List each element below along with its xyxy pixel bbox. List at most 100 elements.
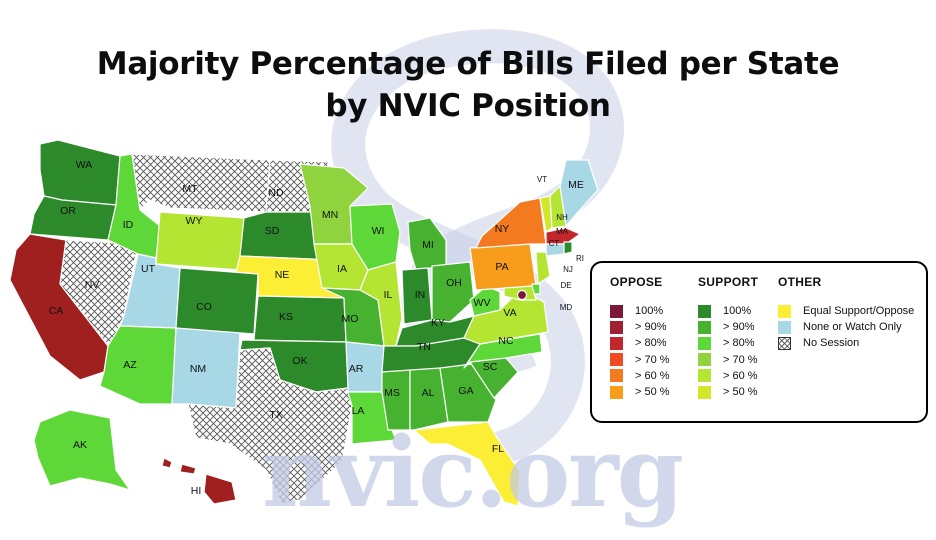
legend-item-oppose-4: > 60 % [610, 368, 670, 384]
state-label-ca: CA [49, 305, 64, 317]
state-label-sd: SD [265, 225, 280, 237]
legend-item-other-0: Equal Support/Oppose [778, 303, 914, 319]
state-label-ny: NY [495, 223, 510, 235]
legend-item-support-3: > 70 % [698, 352, 758, 368]
legend-label: > 60 % [635, 369, 670, 382]
legend-swatch [610, 336, 623, 350]
state-label-nh: NH [556, 213, 568, 222]
legend-item-support-1: > 90% [698, 319, 755, 335]
state-label-nc: NC [498, 335, 514, 347]
dc-marker [516, 289, 528, 301]
state-mt [131, 153, 271, 213]
legend-swatch [610, 320, 623, 334]
state-wa [39, 139, 121, 206]
state-label-wv: WV [474, 297, 491, 309]
legend-label: > 60 % [723, 369, 758, 382]
legend-label: > 50 % [635, 386, 670, 398]
state-label-la: LA [352, 405, 365, 417]
state-label-or: OR [60, 205, 76, 217]
map-title-line-1: Majority Percentage of Bills Filed per S… [96, 46, 840, 82]
legend-label: > 50 % [723, 386, 758, 398]
state-label-co: CO [196, 301, 212, 313]
state-label-il: IL [384, 289, 393, 301]
state-tx [187, 347, 353, 505]
legend-swatch [698, 304, 711, 318]
legend-swatch [778, 336, 791, 350]
legend-item-other-1: None or Watch Only [778, 319, 902, 335]
state-oh [431, 261, 475, 323]
legend-item-support-0: 100% [698, 303, 751, 319]
legend-swatch [698, 320, 711, 334]
legend-item-support-4: > 60 % [698, 368, 758, 384]
state-label-ma: MA [556, 227, 569, 236]
state-label-wi: WI [372, 225, 385, 237]
legend-label: > 90% [723, 321, 755, 334]
state-label-hi: HI [191, 485, 202, 497]
legend-label: 100% [635, 305, 664, 317]
state-ak [33, 409, 131, 491]
legend-item-support-2: > 80% [698, 335, 755, 351]
state-label-nm: NM [190, 363, 206, 375]
map-title-line-2: by NVIC Position [325, 88, 611, 124]
state-label-va: VA [503, 307, 516, 319]
state-label-wy: WY [186, 215, 203, 227]
legend-heading-support: SUPPORT [698, 275, 759, 289]
legend-item-oppose-3: > 70 % [610, 352, 670, 368]
state-al [409, 367, 449, 431]
state-nj [535, 251, 551, 285]
legend: OPPOSE SUPPORT OTHER 100% > 90% > 80% > 70 … [590, 261, 928, 423]
state-label-tx: TX [269, 409, 282, 421]
state-label-ks: KS [279, 311, 293, 323]
state-va [463, 289, 549, 345]
legend-label: > 70 % [723, 353, 758, 366]
state-label-tn: TN [417, 341, 431, 353]
legend-label: > 80% [723, 337, 755, 350]
legend-item-oppose-5: > 50 % [610, 384, 670, 400]
state-label-mn: MN [322, 209, 338, 221]
state-label-nj: NJ [563, 265, 573, 274]
state-label-sc: SC [483, 361, 498, 373]
state-label-nd: ND [268, 187, 284, 199]
state-label-pa: PA [495, 261, 508, 273]
state-label-az: AZ [123, 359, 137, 371]
state-label-mo: MO [342, 313, 359, 325]
legend-item-oppose-1: > 90% [610, 319, 667, 335]
legend-item-oppose-0: 100% [610, 303, 663, 319]
legend-swatch [610, 304, 623, 318]
state-label-vt: VT [537, 175, 547, 184]
state-label-ia: IA [337, 263, 347, 275]
state-me [559, 159, 599, 227]
state-co [175, 267, 259, 335]
legend-swatch [778, 304, 791, 318]
legend-heading-oppose: OPPOSE [610, 275, 663, 289]
state-label-in: IN [415, 289, 426, 301]
state-label-nv: NV [85, 279, 100, 291]
state-label-md: MD [560, 303, 573, 312]
state-label-ak: AK [73, 439, 87, 451]
state-label-ms: MS [384, 387, 400, 399]
legend-swatch [698, 369, 711, 383]
legend-label: > 70 % [635, 353, 670, 366]
legend-item-oppose-2: > 80% [610, 335, 667, 351]
state-ny [475, 197, 547, 249]
state-ks [253, 295, 347, 343]
legend-heading-other: OTHER [778, 275, 822, 289]
legend-label: 100% [723, 305, 752, 317]
state-label-oh: OH [446, 277, 462, 289]
state-label-mt: MT [182, 183, 198, 195]
state-label-mi: MI [422, 239, 434, 251]
legend-label: > 90% [635, 321, 667, 334]
legend-swatch [698, 336, 711, 350]
state-label-ut: UT [141, 263, 156, 275]
state-label-ok: OK [292, 355, 307, 367]
legend-swatch [610, 369, 623, 383]
state-label-ne: NE [275, 269, 290, 281]
state-label-de: DE [560, 281, 571, 290]
legend-swatch [698, 385, 711, 399]
state-label-al: AL [422, 387, 435, 399]
state-label-ky: KY [431, 317, 445, 329]
state-ma [545, 227, 581, 245]
state-fl [413, 421, 521, 507]
legend-label: Equal Support/Oppose [803, 305, 915, 317]
